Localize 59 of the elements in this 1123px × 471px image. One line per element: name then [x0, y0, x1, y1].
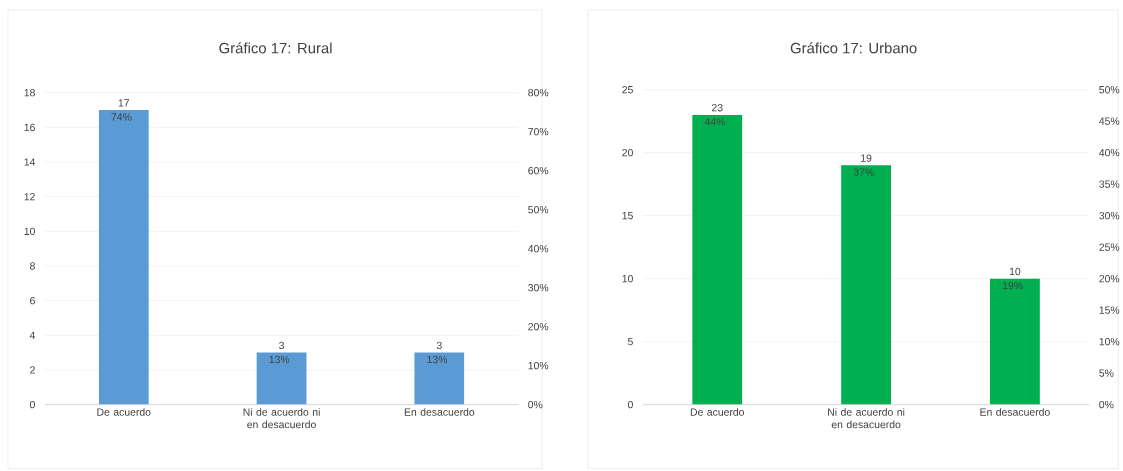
data-label: 3: [279, 341, 284, 349]
y2-tick-label: 20%: [528, 322, 549, 331]
x-tick-label: Ni de acuerdo ni en desacuerdo: [828, 407, 905, 429]
y2-tick-label: 45%: [1099, 117, 1120, 125]
y-tick-label: 2: [30, 366, 35, 374]
annotation: 74%: [111, 113, 132, 121]
y2-tick-label: 5%: [1099, 369, 1114, 377]
annotation: 37%: [853, 168, 874, 176]
x-tick-label: En desacuerdo: [980, 407, 1050, 416]
x-tick-label: En desacuerdo: [404, 407, 475, 416]
x-tick-label: De acuerdo: [690, 407, 745, 416]
data-label: 17: [118, 99, 130, 107]
chart-title: Gráfico 17: Rural: [219, 42, 332, 54]
data-label: 3: [436, 341, 442, 349]
y-tick-label: 12: [24, 192, 35, 201]
y-tick-label: 5: [627, 337, 633, 346]
y-tick-label: 4: [29, 331, 36, 339]
y2-tick-label: 60%: [528, 166, 549, 175]
y-tick-label: 18: [24, 88, 35, 97]
y2-tick-label: 30%: [528, 283, 549, 292]
y2-tick-label: 80%: [528, 88, 549, 97]
data-label: 19: [861, 154, 872, 162]
y2-tick-label: 0%: [1099, 400, 1114, 409]
y2-tick-label: 25%: [1099, 243, 1120, 251]
y-tick-label: 10: [622, 274, 633, 283]
y2-tick-label: 35%: [1099, 180, 1120, 188]
y-tick-label: 0: [29, 400, 35, 409]
y2-tick-label: 0%: [528, 400, 543, 409]
annotation: 13%: [427, 355, 448, 364]
x-tick-label: De acuerdo: [97, 407, 151, 416]
bar: [841, 165, 891, 405]
y2-tick-label: 70%: [528, 127, 549, 136]
y-tick-label: 15: [622, 211, 633, 220]
y2-tick-label: 50%: [1099, 85, 1120, 94]
chart-title: Gráfico 17: Urbano: [790, 42, 917, 54]
annotation: 44%: [704, 117, 725, 126]
y-tick-label: 25: [622, 85, 633, 94]
y2-tick-label: 40%: [527, 244, 549, 253]
y-tick-label: 0: [627, 400, 633, 409]
data-label: 10: [1009, 267, 1021, 275]
y-tick-label: 14: [24, 158, 36, 166]
y-tick-label: 10: [24, 227, 35, 235]
x-tick-label: Ni de acuerdo ni en desacuerdo: [243, 407, 320, 429]
bar: [692, 114, 743, 405]
annotation: 13%: [269, 355, 290, 364]
y2-tick-label: 10%: [1099, 337, 1120, 346]
y-tick-label: 6: [30, 296, 35, 305]
y2-tick-label: 10%: [528, 361, 549, 370]
y-tick-label: 16: [24, 123, 35, 131]
annotation: 19%: [1002, 281, 1023, 290]
y2-tick-label: 15%: [1099, 306, 1120, 314]
y2-tick-label: 50%: [528, 205, 549, 214]
bar: [990, 278, 1040, 405]
y2-tick-label: 30%: [1099, 211, 1120, 220]
y2-tick-label: 40%: [1099, 148, 1120, 157]
y-tick-label: 8: [30, 262, 35, 270]
y-tick-label: 20: [622, 148, 633, 157]
y2-tick-label: 20%: [1099, 274, 1120, 283]
data-label: 23: [711, 103, 723, 112]
